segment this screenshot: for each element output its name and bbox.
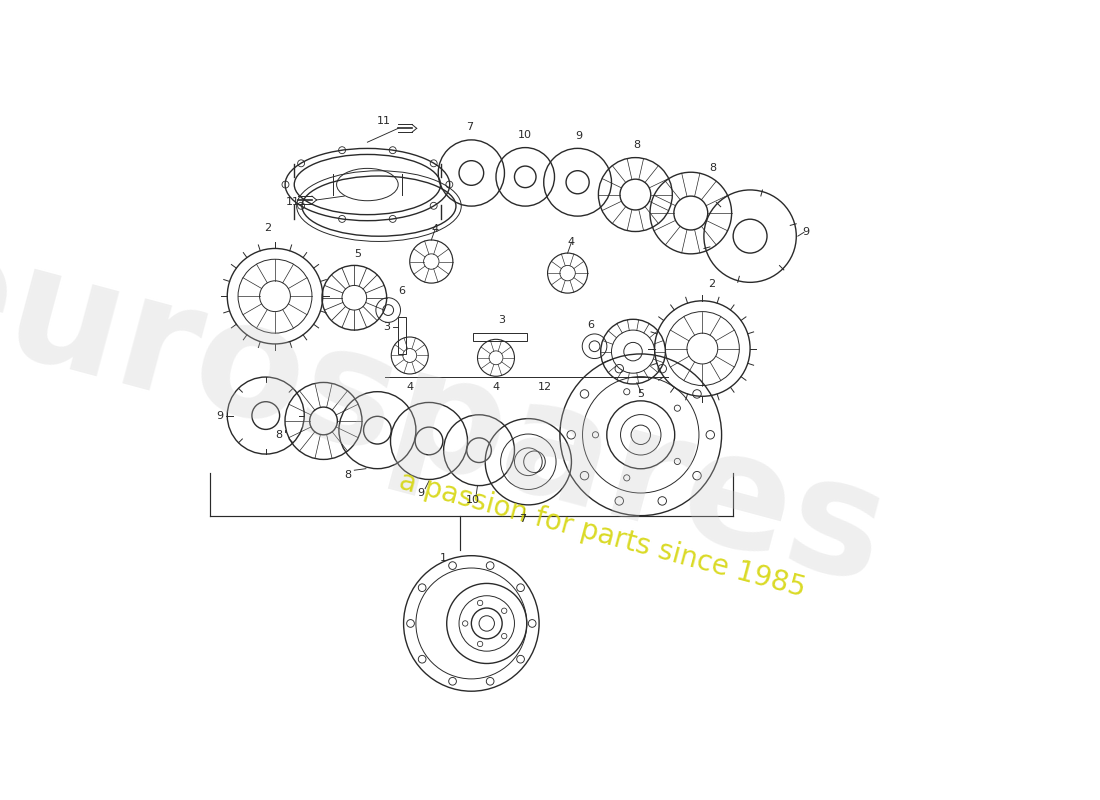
Text: 2: 2 bbox=[264, 223, 271, 234]
Text: 4: 4 bbox=[493, 382, 499, 392]
Text: 1: 1 bbox=[439, 553, 447, 563]
Text: 9: 9 bbox=[418, 488, 425, 498]
Text: 7: 7 bbox=[466, 122, 473, 132]
Text: 5: 5 bbox=[354, 249, 362, 259]
Text: 10: 10 bbox=[466, 495, 480, 506]
Bar bbox=[398, 317, 406, 354]
Text: 8: 8 bbox=[344, 470, 352, 480]
Text: 6: 6 bbox=[587, 320, 594, 330]
Text: 9: 9 bbox=[575, 131, 583, 141]
Text: a passion for parts since 1985: a passion for parts since 1985 bbox=[396, 467, 808, 602]
Text: 7: 7 bbox=[518, 514, 526, 525]
Bar bbox=[473, 333, 527, 341]
Text: 3: 3 bbox=[383, 322, 390, 332]
Text: 2: 2 bbox=[708, 279, 715, 289]
Text: 9: 9 bbox=[216, 410, 223, 421]
Text: 8: 8 bbox=[708, 163, 716, 174]
Text: 10: 10 bbox=[518, 130, 532, 139]
Text: 9: 9 bbox=[802, 227, 810, 238]
Text: 4: 4 bbox=[431, 224, 439, 234]
Text: 6: 6 bbox=[398, 286, 406, 296]
Text: 5: 5 bbox=[637, 389, 645, 399]
Text: 11: 11 bbox=[286, 198, 299, 207]
Text: 8: 8 bbox=[275, 430, 283, 440]
Text: eurospares: eurospares bbox=[0, 206, 902, 618]
Text: 8: 8 bbox=[634, 139, 640, 150]
Text: 4: 4 bbox=[406, 382, 414, 392]
Text: 4: 4 bbox=[568, 238, 575, 247]
Text: 12: 12 bbox=[538, 382, 551, 392]
Text: 3: 3 bbox=[498, 315, 506, 325]
Text: 11: 11 bbox=[376, 116, 390, 126]
